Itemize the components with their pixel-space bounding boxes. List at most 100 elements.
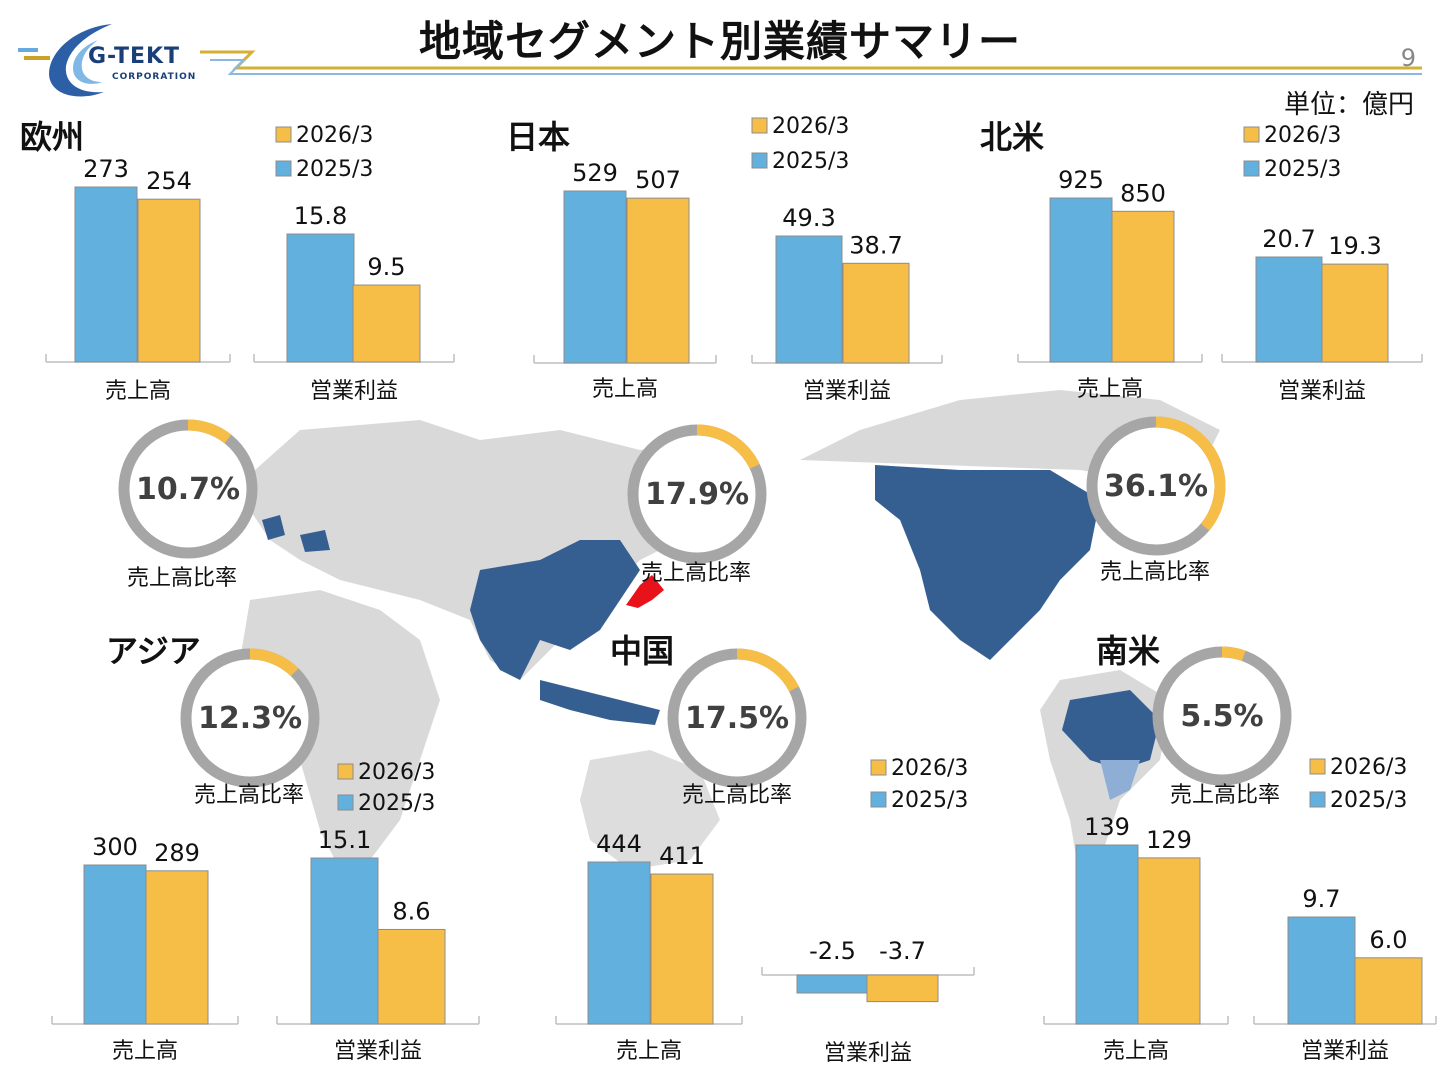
map-china-highlight [470, 540, 640, 680]
profit-value-label: 8.6 [392, 897, 430, 925]
page-number: 9 [1400, 44, 1416, 72]
profit-value-label: -2.5 [809, 937, 856, 965]
map-sea-highlight [540, 680, 660, 725]
profit-bar-prior [1287, 916, 1356, 1025]
sales-value-label: 129 [1146, 826, 1192, 854]
profit-bar-current [377, 928, 446, 1025]
legend-swatch-current [870, 759, 887, 776]
region-title: 欧州 [20, 118, 84, 156]
legend-label-current: 2026/3 [1264, 123, 1341, 148]
sales-value-label: 411 [659, 842, 705, 870]
share-caption: 売上高比率 [682, 783, 792, 808]
share-percent-label: 17.5% [685, 701, 789, 736]
sales-value-label: 444 [596, 830, 642, 858]
sales-value-label: 507 [635, 166, 681, 194]
profit-value-label: 20.7 [1262, 225, 1315, 253]
sales-category-label: 売上高 [592, 377, 658, 402]
sales-value-label: 139 [1084, 813, 1130, 841]
sales-bar-prior [1049, 197, 1113, 363]
share-percent-label: 5.5% [1180, 699, 1263, 734]
profit-value-label: 15.8 [294, 202, 347, 230]
sales-category-label: 売上高 [112, 1039, 178, 1064]
profit-value-label: 15.1 [318, 826, 371, 854]
sales-bar-prior [74, 186, 138, 363]
share-percent-label: 12.3% [198, 701, 302, 736]
sales-category-label: 売上高 [1103, 1039, 1169, 1064]
profit-bar-current [1354, 957, 1423, 1025]
share-caption: 売上高比率 [1100, 560, 1210, 585]
profit-bar-prior [1255, 256, 1323, 363]
region-title: アジア [106, 632, 201, 670]
profit-bar-current [1321, 263, 1389, 363]
sales-value-label: 850 [1120, 179, 1166, 207]
sales-bar-current [1137, 857, 1201, 1025]
sales-value-label: 273 [83, 155, 129, 183]
profit-category-label: 営業利益 [824, 1041, 912, 1066]
share-caption: 売上高比率 [1170, 783, 1280, 808]
company-logo [18, 24, 1422, 97]
legend-label-prior: 2025/3 [296, 157, 373, 182]
sales-bar-prior [1075, 844, 1139, 1025]
logo-swoosh [49, 24, 112, 97]
legend-swatch-prior [275, 160, 292, 177]
sales-bar-current [650, 873, 714, 1025]
profit-bar-prior [286, 233, 355, 363]
legend-swatch-prior [1309, 791, 1326, 808]
legend-label-current: 2026/3 [1330, 755, 1407, 780]
sales-value-label: 529 [572, 159, 618, 187]
legend-label-current: 2026/3 [772, 114, 849, 139]
profit-bar-current [842, 262, 910, 364]
legend-label-prior: 2025/3 [772, 149, 849, 174]
sales-bar-prior [83, 864, 147, 1025]
profit-category-label: 営業利益 [334, 1039, 422, 1064]
share-ring-segment [187, 419, 232, 444]
share-percent-label: 17.9% [645, 477, 749, 512]
legend-label-current: 2026/3 [358, 760, 435, 785]
region-panel: 南米 139 129 売上高 9.7 6.0 営業利益 2026/3 2025/3 5.5% 売上高… [1043, 632, 1437, 1064]
share-ring-segment [249, 648, 299, 677]
profit-value-label: 19.3 [1328, 232, 1381, 260]
legend-swatch-current [275, 126, 292, 143]
unit-label: 単位：億円 [1283, 90, 1414, 120]
map-north-america-highlight [875, 465, 1100, 660]
share-ring-segment [736, 648, 799, 692]
logo-underline-2 [210, 59, 1422, 75]
sales-bar-current [137, 198, 201, 363]
logo-swoosh-inner [73, 40, 102, 84]
region-title: 中国 [610, 632, 674, 670]
profit-value-label: 38.7 [849, 231, 902, 259]
sales-bar-current [1111, 210, 1175, 363]
map-brazil-highlight [1062, 690, 1160, 770]
sales-category-label: 売上高 [1077, 377, 1143, 402]
profit-category-label: 営業利益 [1278, 379, 1366, 404]
profit-category-label: 営業利益 [1301, 1039, 1389, 1064]
legend-swatch-prior [870, 791, 887, 808]
profit-bar-prior [775, 235, 843, 364]
legend-swatch-current [1243, 126, 1260, 143]
profit-value-label: 9.5 [367, 253, 405, 281]
profit-category-label: 営業利益 [310, 379, 398, 404]
region-panel: 北米 925 850 売上高 20.7 19.3 営業利益 2026/3 2025/3 36.1%… [980, 118, 1423, 585]
logo-stripe-left-2 [24, 56, 50, 60]
share-ring-segment [1155, 416, 1226, 531]
map-japan-highlight [626, 575, 664, 608]
region-panel: 中国 444 411 売上高 -2.5 -3.7 営業利益 2026/3 2025/3 17.5%… [555, 632, 975, 1066]
logo-text: G-TEKT [88, 44, 181, 69]
logo-subtext: CORPORATION [112, 72, 197, 82]
legend-label-current: 2026/3 [891, 756, 968, 781]
sales-bar-prior [587, 861, 651, 1025]
profit-bar-prior [796, 974, 869, 994]
logo-stripe-left [18, 48, 38, 52]
legend-swatch-current [337, 763, 354, 780]
region-panel: アジア 300 289 売上高 15.1 8.6 営業利益 2026/3 2025/3 12.3%… [51, 632, 480, 1064]
legend-swatch-current [751, 117, 768, 134]
share-percent-label: 10.7% [136, 472, 240, 507]
share-ring-segment [1221, 646, 1246, 662]
share-caption: 売上高比率 [641, 561, 751, 586]
legend-label-prior: 2025/3 [891, 788, 968, 813]
sales-bar-current [145, 870, 209, 1025]
